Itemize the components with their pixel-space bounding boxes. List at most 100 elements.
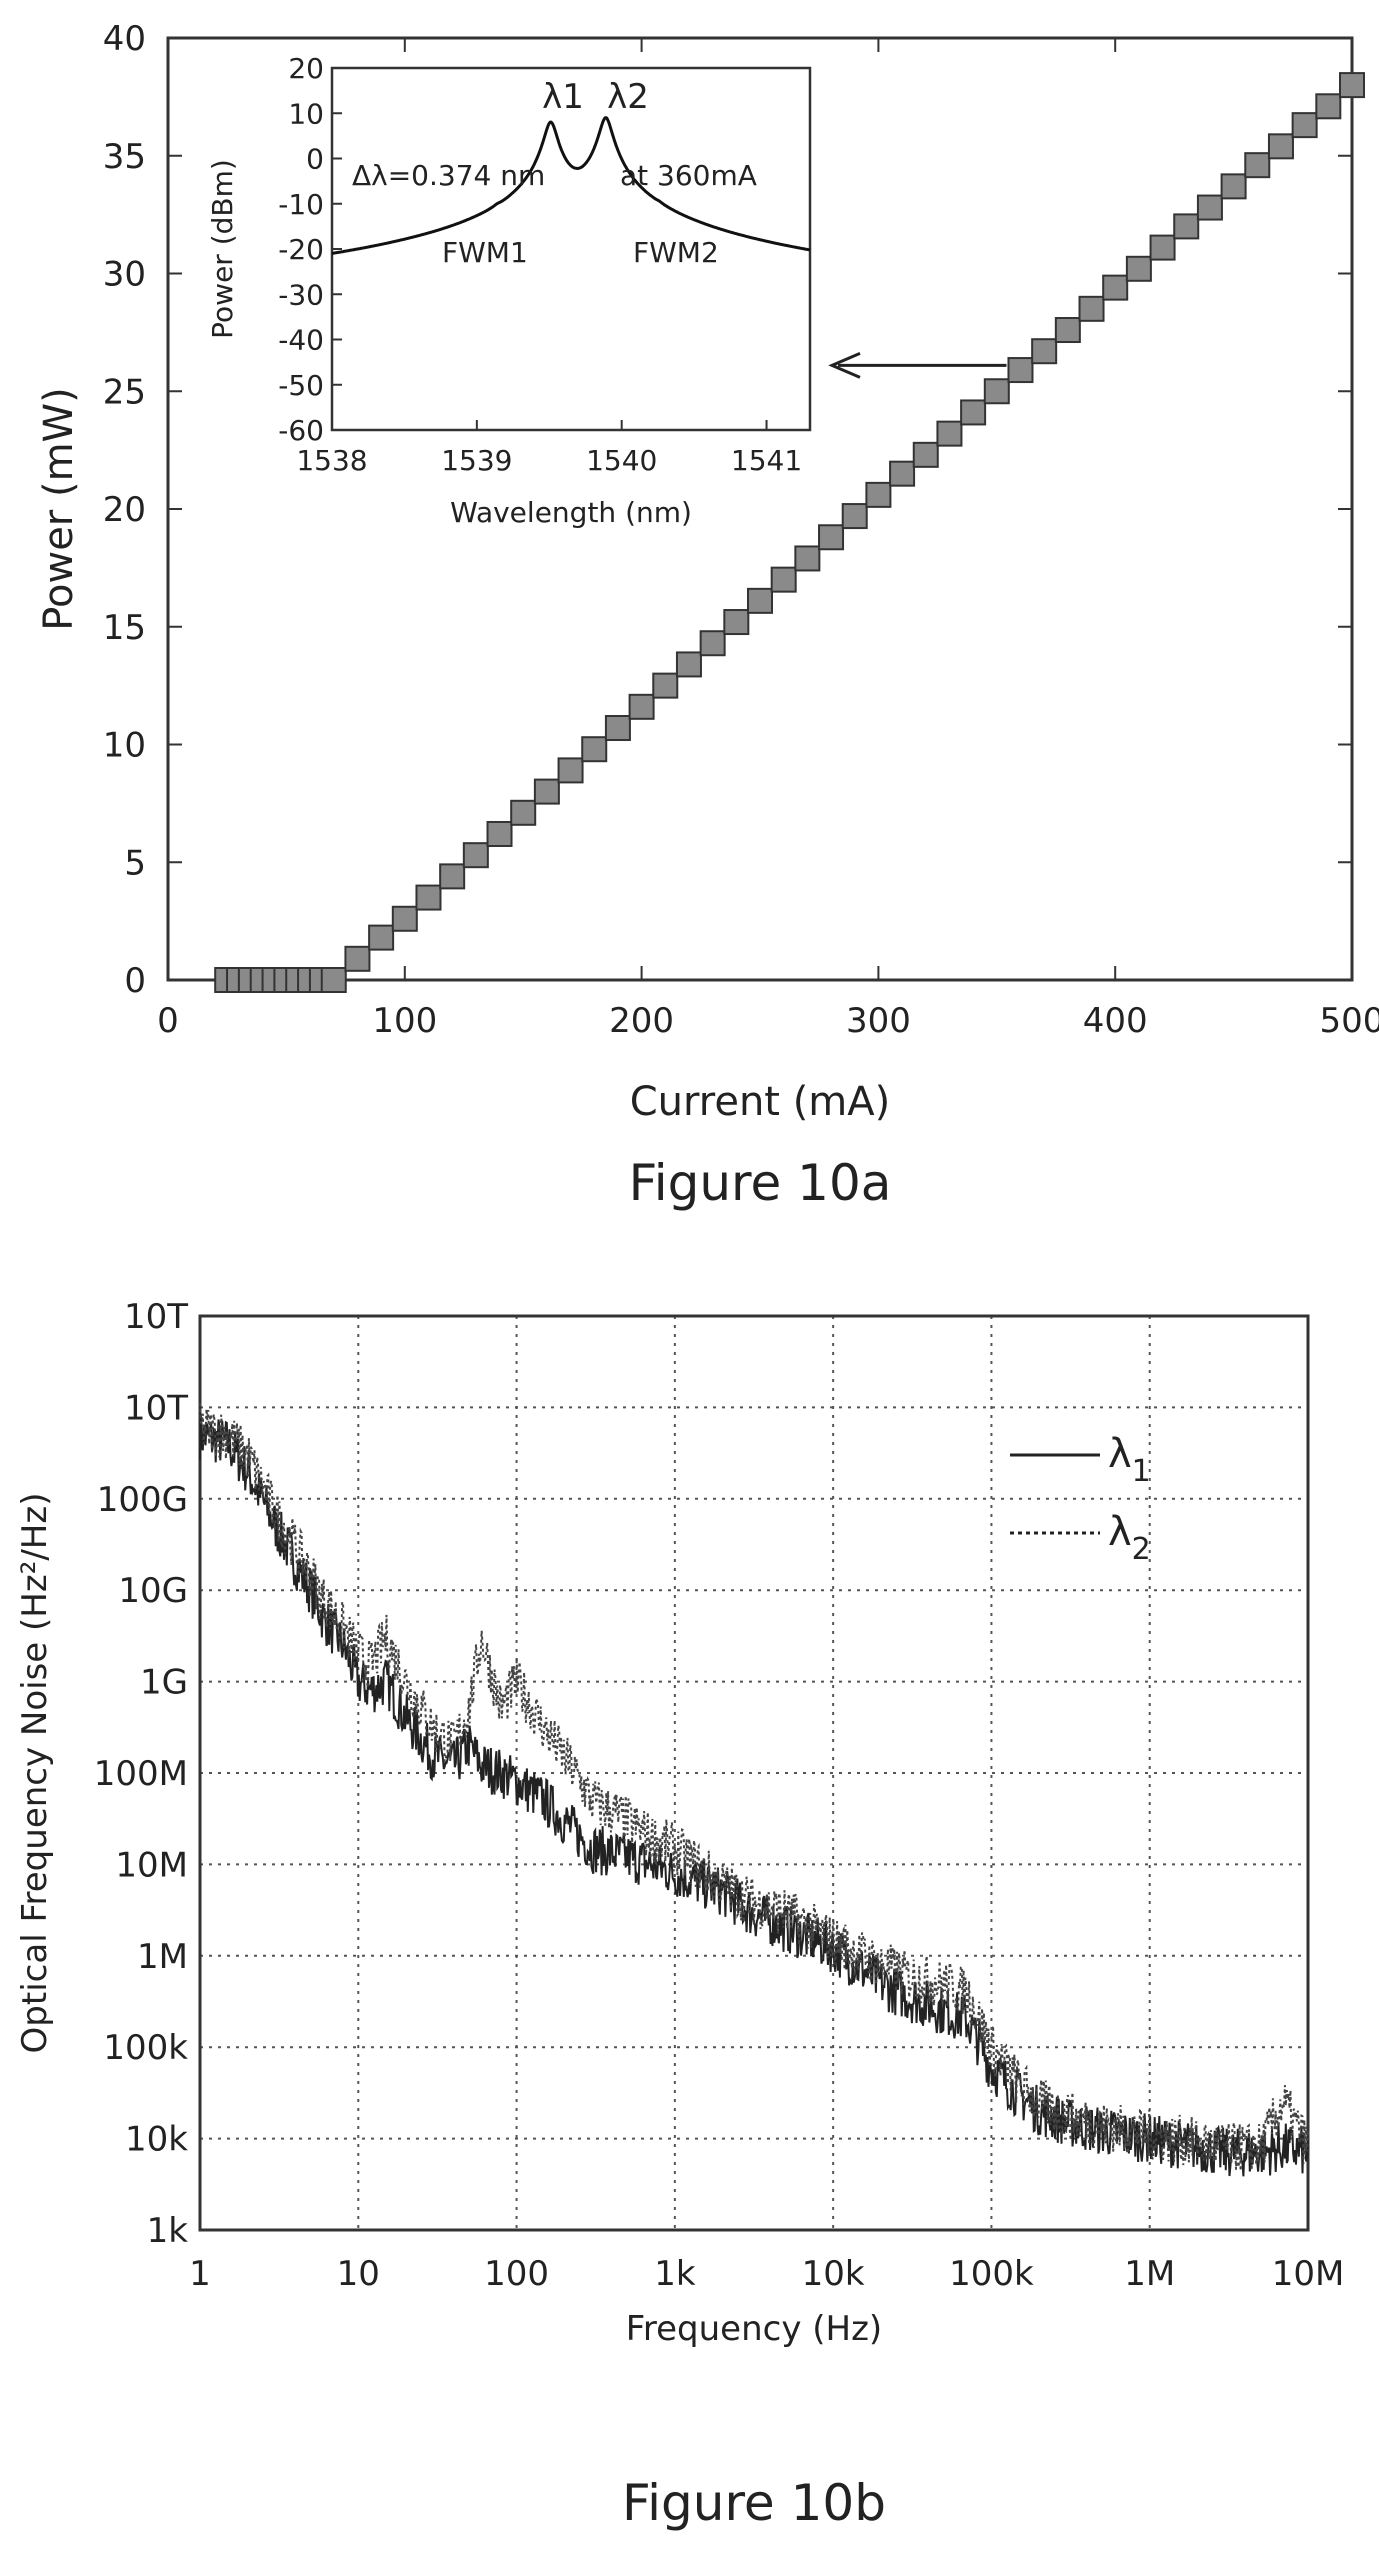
inset-x-tick-label: 1541 <box>731 444 802 477</box>
figure-10a: 0 100 200 300 400 5000510152025303540Current … <box>36 19 1379 1212</box>
y-tick-label: 10k <box>125 2120 188 2160</box>
data-point <box>936 420 963 447</box>
inset-y-tick-label: 0 <box>306 143 324 176</box>
data-point <box>510 799 537 826</box>
y-tick-label: 5 <box>124 843 146 883</box>
data-point <box>1149 234 1176 261</box>
inset-y-tick-label: -30 <box>278 278 324 311</box>
y-tick-label: 25 <box>103 372 146 412</box>
inset-x-tick-label: 1538 <box>296 444 367 477</box>
x-tick-label: 300 <box>846 1001 911 1041</box>
inset-y-tick-label: -40 <box>278 324 324 357</box>
x-tick-label: 400 <box>1083 1001 1148 1041</box>
inset-y-tick-label: -10 <box>278 188 324 221</box>
x-axis-label: Current (mA) <box>630 1079 891 1125</box>
y-tick-label: 100M <box>94 1754 188 1794</box>
data-point <box>960 399 987 426</box>
annotation-fwm2: FWM2 <box>633 236 719 269</box>
inset-arrow-head <box>828 351 861 379</box>
data-point <box>747 587 773 614</box>
y-tick-label: 20 <box>103 490 146 530</box>
inset-spectrum: 1538 1539 1540 1541 -60 -50 -40 -30 -20 -10 0 10 20 W… <box>206 52 812 529</box>
annotation-delta-lambda: Δλ=0.374 nm <box>352 159 545 192</box>
x-axis-label: Frequency (Hz) <box>626 2309 882 2349</box>
data-point <box>462 842 489 869</box>
x-tick-label: 100 <box>372 1001 437 1041</box>
y-tick-label: 40 <box>103 19 146 59</box>
y-tick-label: 35 <box>103 137 146 177</box>
x-tick-label: 100k <box>949 2254 1034 2294</box>
figure-10b: 1 10 100 1k 10k 100k 1M 10M 1k 10k 100k 1M 10M 100M 1G… <box>15 1297 1344 2532</box>
spectrum-line <box>331 116 811 255</box>
data-point <box>1267 133 1294 160</box>
plot-frame <box>198 1314 1310 2232</box>
data-point <box>1125 255 1152 282</box>
y-tick-label: 15 <box>103 608 146 648</box>
data-point <box>1315 93 1342 120</box>
data-point <box>486 820 513 847</box>
data-point <box>1031 338 1058 365</box>
data-point <box>675 651 702 678</box>
annotation-current: at 360mA <box>620 159 757 192</box>
data-point <box>533 778 560 805</box>
annotation-lambda1: λ1 <box>542 77 584 117</box>
x-tick-label: 10M <box>1272 2254 1345 2294</box>
annotation-fwm1: FWM1 <box>442 236 528 269</box>
data-point <box>1054 317 1081 344</box>
data-point <box>557 757 584 784</box>
data-point <box>841 503 868 530</box>
inset-x-tick-label: 1540 <box>586 444 657 477</box>
data-point <box>581 736 608 763</box>
inset-x-tick-label: 1539 <box>441 444 512 477</box>
data-point <box>1173 213 1200 240</box>
data-point <box>865 481 892 508</box>
y-axis-label: Power (mW) <box>36 387 82 630</box>
inset-x-axis-label: Wavelength (nm) <box>450 496 692 529</box>
y-tick-label: 100G <box>97 1480 188 1520</box>
data-point <box>983 378 1010 405</box>
legend-label-2: λ2 <box>1108 1509 1151 1567</box>
data-point <box>604 715 631 742</box>
x-tick-label: 200 <box>609 1001 674 1041</box>
data-point <box>1220 173 1247 200</box>
data-point <box>1291 112 1318 139</box>
data-point <box>1339 72 1365 99</box>
y-tick-label: 10M <box>115 1845 188 1885</box>
figure-caption: Figure 10b <box>622 2474 886 2532</box>
data-point <box>912 441 939 468</box>
y-tick-label: 1k <box>147 2211 189 2251</box>
y-tick-label: 10 <box>103 726 146 766</box>
data-point <box>699 630 726 657</box>
data-point <box>320 967 347 993</box>
data-point <box>794 545 821 572</box>
x-tick-label: 100 <box>484 2254 549 2294</box>
data-point <box>628 693 655 720</box>
x-tick-label: 500 <box>1320 1001 1379 1041</box>
inset-frame <box>330 66 812 432</box>
data-point <box>1078 295 1105 322</box>
inset-y-tick-label: -50 <box>278 369 324 402</box>
x-tick-label: 10 <box>337 2254 380 2294</box>
data-point <box>1196 194 1223 221</box>
y-tick-label: 10T <box>124 1388 188 1428</box>
data-point <box>439 863 466 890</box>
y-tick-label: 100k <box>103 2028 188 2068</box>
annotation-lambda2: λ2 <box>607 77 649 117</box>
y-tick-label: 30 <box>103 255 146 295</box>
inset-y-tick-label: -60 <box>278 414 324 447</box>
data-point <box>415 884 442 911</box>
data-point <box>1244 152 1271 179</box>
y-tick-label: 1M <box>137 1937 188 1977</box>
y-tick-label: 1G <box>140 1663 188 1703</box>
inset-y-tick-label: -20 <box>278 233 324 266</box>
inset-y-axis-label: Power (dBm) <box>206 159 239 339</box>
legend-label-1: λ1 <box>1108 1431 1151 1489</box>
inset-y-tick-label: 10 <box>288 97 324 130</box>
x-tick-label: 1M <box>1124 2254 1175 2294</box>
data-point <box>889 460 916 487</box>
x-tick-label: 10k <box>802 2254 865 2294</box>
data-point <box>368 924 395 951</box>
y-axis-label: Optical Frequency Noise (Hz²/Hz) <box>15 1493 55 2054</box>
x-tick-label: 1k <box>654 2254 696 2294</box>
